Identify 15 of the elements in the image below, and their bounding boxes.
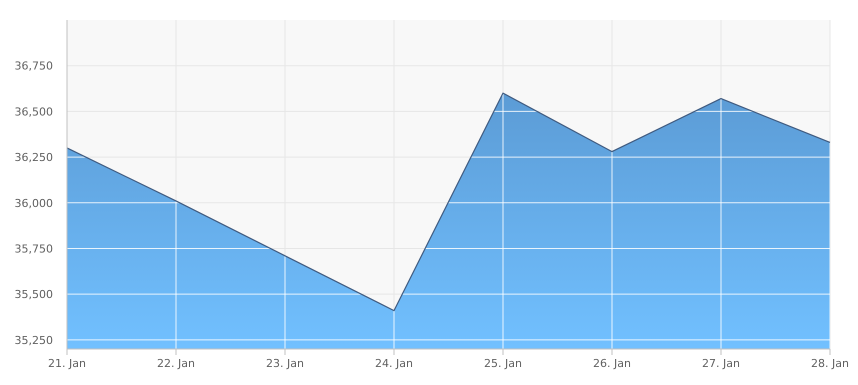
y-tick-label: 35,750 [14, 242, 53, 256]
y-tick-label: 35,250 [14, 334, 53, 347]
x-tick-label: 23. Jan [266, 357, 304, 370]
x-tick-label: 24. Jan [375, 357, 413, 370]
x-tick-label: 28. Jan [811, 357, 849, 370]
x-tick-label: 27. Jan [702, 357, 740, 370]
y-tick-label: 35,500 [14, 288, 53, 302]
y-tick-label: 36,250 [14, 151, 53, 164]
x-tick-label: 25. Jan [484, 357, 522, 370]
y-tick-label: 36,750 [14, 60, 53, 73]
x-tick-label: 26. Jan [593, 357, 631, 370]
y-tick-label: 36,000 [14, 196, 53, 210]
x-tick-label: 21. Jan [48, 357, 86, 370]
y-tick-label: 36,500 [14, 105, 53, 118]
x-tick-label: 22. Jan [157, 357, 195, 370]
